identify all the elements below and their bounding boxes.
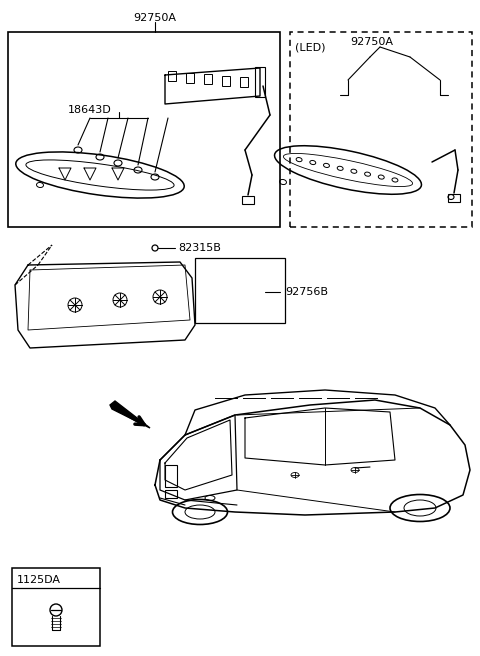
Bar xyxy=(8,32,280,227)
Polygon shape xyxy=(110,401,150,428)
Text: (LED): (LED) xyxy=(295,43,325,53)
Bar xyxy=(242,196,254,204)
Bar xyxy=(290,32,472,227)
Bar xyxy=(204,74,212,84)
Bar xyxy=(12,568,100,646)
Text: 92750A: 92750A xyxy=(350,37,393,47)
Text: 92756B: 92756B xyxy=(285,287,328,297)
Bar xyxy=(165,490,177,498)
Bar xyxy=(195,258,285,323)
Text: 92750A: 92750A xyxy=(133,13,177,23)
Bar xyxy=(255,67,265,97)
Bar xyxy=(168,71,176,81)
Text: 1125DA: 1125DA xyxy=(17,575,61,585)
Text: 82315B: 82315B xyxy=(178,243,221,253)
Text: 18643D: 18643D xyxy=(68,105,112,115)
Bar xyxy=(240,77,248,87)
Bar xyxy=(186,73,194,83)
Bar xyxy=(165,465,177,487)
Bar xyxy=(448,194,460,202)
Bar xyxy=(222,75,230,85)
